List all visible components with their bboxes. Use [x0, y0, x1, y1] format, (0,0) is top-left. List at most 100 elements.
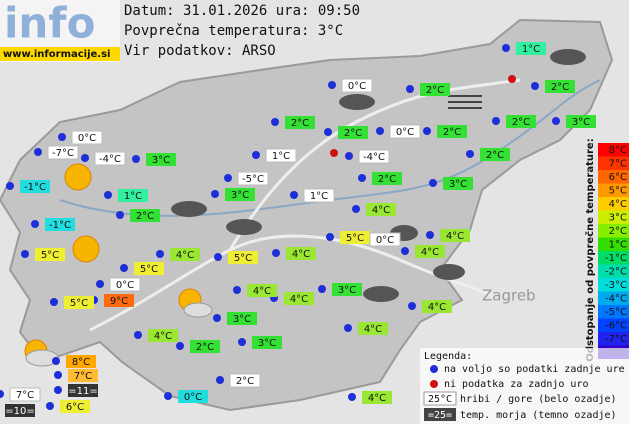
station-label-box [362, 391, 392, 404]
station-label: 4°C [154, 331, 172, 342]
station-dot [132, 155, 140, 163]
cloud-icon [433, 264, 465, 280]
station-label: 4°C [290, 294, 308, 305]
scale-swatch [598, 197, 629, 211]
station-label: 1°C [124, 191, 142, 202]
station-label: 2°C [512, 117, 530, 128]
station-label-box [284, 292, 314, 305]
station-label-box [5, 404, 35, 417]
station-dot [0, 390, 4, 398]
logo: info [4, 0, 95, 48]
station-label-box [130, 209, 160, 222]
station-dot [54, 386, 62, 394]
station-label-box [389, 124, 421, 139]
scale-swatch [598, 318, 629, 332]
station-label: 3°C [231, 190, 249, 201]
scale-swatch [598, 264, 629, 278]
station-label: 2°C [378, 174, 396, 185]
station-label: -4°C [363, 152, 385, 163]
legend-title: Legenda: [424, 351, 472, 362]
station-dot [426, 231, 434, 239]
scale-swatch [598, 237, 629, 251]
station-dot [290, 191, 298, 199]
station-dot [134, 331, 142, 339]
station-dot [328, 81, 336, 89]
scale-swatch [598, 291, 629, 305]
scale-swatch [598, 210, 629, 224]
station-dot [50, 298, 58, 306]
station-label-box [366, 203, 396, 216]
station-dot [21, 250, 29, 258]
scale-swatch [598, 251, 629, 265]
station-label: 2°C [196, 342, 214, 353]
station-label: 5°C [70, 298, 88, 309]
station-dot [376, 127, 384, 135]
station-label: 2°C [291, 118, 309, 129]
river [59, 79, 601, 217]
scale-label: 4°C [609, 199, 627, 210]
station-dot [233, 286, 241, 294]
station-label-box [358, 322, 388, 335]
station-label: 8°C [72, 357, 90, 368]
scale-label: 1°C [609, 239, 627, 250]
station-label-box [340, 231, 370, 244]
station-label: 9°C [110, 296, 128, 307]
url: www.informacije.si [3, 49, 111, 60]
station-label: 1°C [522, 44, 540, 55]
station-label-box [227, 312, 257, 325]
station-label: -5°C [242, 174, 264, 185]
station-dot [216, 376, 224, 384]
station-label: -4°C [99, 154, 121, 165]
station-dot [466, 150, 474, 158]
station-label-box [440, 229, 470, 242]
legend-sea-sample: =25= [428, 410, 452, 421]
station-label-box [265, 148, 297, 163]
station-label: 2°C [136, 211, 154, 222]
station-dot [164, 392, 172, 400]
station-dot [31, 220, 39, 228]
scale-label: 8°C [609, 145, 627, 156]
station-label: 2°C [344, 128, 362, 139]
station-dot [156, 250, 164, 258]
station-label: 0°C [348, 81, 366, 92]
cloud-icon [226, 219, 262, 235]
weather-icons [24, 49, 586, 367]
station-label: 2°C [426, 85, 444, 96]
station-label-box [229, 373, 261, 388]
scale-label: 5°C [609, 185, 627, 196]
station-dot [52, 357, 60, 365]
station-label-box [332, 283, 362, 296]
sun-icon [72, 235, 100, 263]
station-label-box [506, 115, 536, 128]
scale-swatch [598, 143, 629, 157]
station-label-box [68, 384, 98, 397]
scale-swatch [598, 170, 629, 184]
station-label-box [303, 188, 335, 203]
scale-swatch [598, 305, 629, 319]
station-label-box [286, 247, 316, 260]
station-dot [238, 338, 246, 346]
station-label-box [109, 277, 141, 292]
station-label: 4°C [421, 247, 439, 258]
station-label-box [148, 329, 178, 342]
station-label-box [71, 130, 103, 145]
station-label-box [134, 262, 164, 275]
station-label-box [66, 355, 96, 368]
station-label-box [420, 83, 450, 96]
road [89, 234, 501, 332]
station-label-box [480, 148, 510, 161]
scale-label: 3°C [609, 212, 627, 223]
station-label-box [237, 171, 269, 186]
station-label: 7°C [74, 371, 92, 382]
station-label-box [437, 125, 467, 138]
station-label-box [64, 296, 94, 309]
station-label: -7°C [52, 148, 74, 159]
legend-sea-box [424, 408, 456, 421]
station-dot [252, 151, 260, 159]
station-label: 3°C [152, 155, 170, 166]
station-dot [213, 314, 221, 322]
station-dot [96, 280, 104, 288]
station-label: 3°C [338, 285, 356, 296]
station-dot [345, 152, 353, 160]
station-dot [176, 342, 184, 350]
